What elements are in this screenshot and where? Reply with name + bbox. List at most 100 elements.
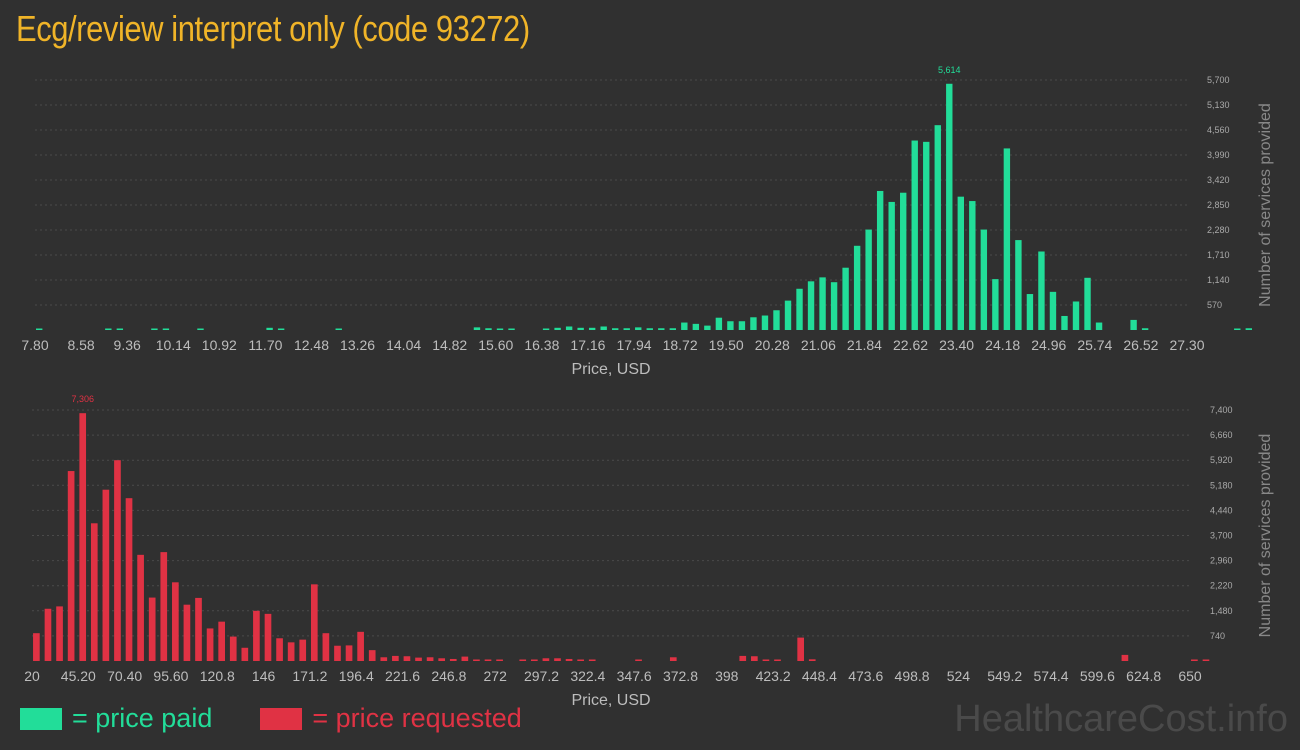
x-tick-label: 19.50 bbox=[709, 337, 744, 353]
x-tick-label: 21.84 bbox=[847, 337, 882, 353]
x-tick-label: 448.4 bbox=[802, 668, 837, 684]
histogram-bar bbox=[704, 325, 711, 330]
y-tick-label: 3,990 bbox=[1207, 150, 1230, 160]
histogram-bar bbox=[542, 328, 550, 330]
histogram-bar bbox=[218, 621, 225, 661]
histogram-bar bbox=[738, 321, 746, 330]
x-tick-label: 650 bbox=[1178, 668, 1202, 684]
histogram-bar bbox=[195, 597, 202, 661]
histogram-bar bbox=[519, 659, 527, 661]
histogram-bar bbox=[807, 281, 815, 330]
x-tick-label: 599.6 bbox=[1080, 668, 1115, 684]
histogram-bar bbox=[1121, 654, 1129, 661]
x-tick-label: 17.16 bbox=[570, 337, 605, 353]
histogram-bar bbox=[345, 645, 353, 661]
histogram-bar bbox=[44, 608, 52, 661]
x-tick-label: 45.20 bbox=[61, 668, 96, 684]
chart-title: Ecg/review interpret only (code 93272) bbox=[16, 8, 530, 49]
histogram-bar bbox=[853, 245, 861, 330]
histogram-bar bbox=[577, 327, 584, 330]
x-tick-label: 171.2 bbox=[292, 668, 327, 684]
histogram-bar bbox=[784, 300, 792, 330]
x-tick-label: 27.30 bbox=[1169, 337, 1204, 353]
x-tick-label: 11.70 bbox=[248, 337, 282, 353]
histogram-bar bbox=[79, 413, 87, 661]
histogram-bar bbox=[554, 658, 561, 661]
x-tick-label: 473.6 bbox=[848, 668, 883, 684]
histogram-bar bbox=[105, 328, 112, 330]
legend: = price paid = price requested bbox=[20, 703, 570, 734]
y-tick-label: 5,920 bbox=[1210, 455, 1233, 465]
histogram-bar bbox=[588, 659, 596, 661]
histogram-bar bbox=[322, 633, 330, 661]
histogram-bar bbox=[623, 328, 630, 330]
histogram-bar bbox=[761, 315, 769, 330]
y-tick-label: 6,660 bbox=[1210, 430, 1233, 440]
histogram-bar bbox=[980, 229, 988, 330]
histogram-bar bbox=[577, 659, 584, 661]
peak-value-label: 5,614 bbox=[938, 65, 961, 75]
y-axis-label: Number of services provided bbox=[1257, 434, 1274, 638]
histogram-bar bbox=[588, 327, 596, 330]
x-tick-label: 70.40 bbox=[107, 668, 142, 684]
x-tick-label: 347.6 bbox=[617, 668, 652, 684]
legend-item-paid: = price paid bbox=[20, 703, 212, 734]
y-tick-label: 3,420 bbox=[1207, 175, 1230, 185]
legend-label-requested: = price requested bbox=[312, 703, 522, 733]
histogram-bar bbox=[957, 196, 964, 330]
y-tick-label: 1,710 bbox=[1207, 250, 1230, 260]
x-tick-label: 549.2 bbox=[987, 668, 1022, 684]
histogram-bar bbox=[727, 321, 734, 330]
histogram-bar bbox=[496, 328, 504, 330]
histogram-bar bbox=[646, 328, 653, 330]
histogram-bar bbox=[669, 328, 676, 330]
histogram-bar bbox=[934, 125, 941, 330]
histogram-bar bbox=[368, 650, 376, 661]
histogram-bar bbox=[125, 498, 133, 661]
histogram-bar bbox=[310, 584, 318, 661]
y-tick-label: 5,180 bbox=[1210, 480, 1233, 490]
histogram-bar bbox=[658, 328, 665, 330]
x-tick-label: 574.4 bbox=[1034, 668, 1069, 684]
x-tick-label: 398 bbox=[715, 668, 739, 684]
x-tick-label: 423.2 bbox=[756, 668, 791, 684]
histogram-bar bbox=[1084, 277, 1091, 330]
histogram-bar bbox=[287, 642, 295, 661]
x-tick-label: 26.52 bbox=[1123, 337, 1158, 353]
histogram-bar bbox=[148, 597, 156, 661]
histogram-bar bbox=[900, 192, 907, 330]
histogram-bar bbox=[969, 201, 976, 330]
histogram-bar bbox=[426, 657, 434, 661]
y-tick-label: 4,560 bbox=[1207, 125, 1230, 135]
y-tick-label: 2,850 bbox=[1207, 200, 1230, 210]
histogram-bar bbox=[762, 659, 770, 661]
histogram-bar bbox=[33, 633, 40, 661]
histogram-bar bbox=[266, 327, 273, 330]
histogram-bar bbox=[484, 659, 492, 661]
y-axis-label: Number of services provided bbox=[1257, 103, 1274, 307]
x-tick-label: 14.04 bbox=[386, 337, 421, 353]
histogram-bar bbox=[116, 328, 124, 330]
histogram-bar bbox=[229, 636, 237, 661]
x-tick-label: 624.8 bbox=[1126, 668, 1161, 684]
histogram-bar bbox=[1072, 301, 1080, 330]
x-tick-label: 322.4 bbox=[570, 668, 605, 684]
histogram-bar bbox=[635, 659, 642, 661]
histogram-bar bbox=[380, 657, 388, 661]
x-tick-label: 15.60 bbox=[478, 337, 513, 353]
histogram-bar bbox=[542, 658, 550, 661]
histogram-bar bbox=[206, 628, 214, 661]
histogram-bar bbox=[276, 638, 283, 661]
histogram-bar bbox=[530, 659, 538, 661]
histogram-bar bbox=[923, 141, 930, 330]
legend-label-paid: = price paid bbox=[72, 703, 213, 733]
x-tick-label: 10.92 bbox=[202, 337, 237, 353]
x-tick-label: 297.2 bbox=[524, 668, 559, 684]
y-tick-label: 7,400 bbox=[1210, 405, 1233, 415]
y-tick-label: 3,700 bbox=[1210, 531, 1233, 541]
histogram-bar bbox=[774, 659, 781, 661]
x-tick-label: 23.40 bbox=[939, 337, 974, 353]
histogram-bar bbox=[600, 326, 607, 330]
histogram-bar bbox=[750, 317, 757, 330]
y-tick-label: 570 bbox=[1207, 300, 1222, 310]
